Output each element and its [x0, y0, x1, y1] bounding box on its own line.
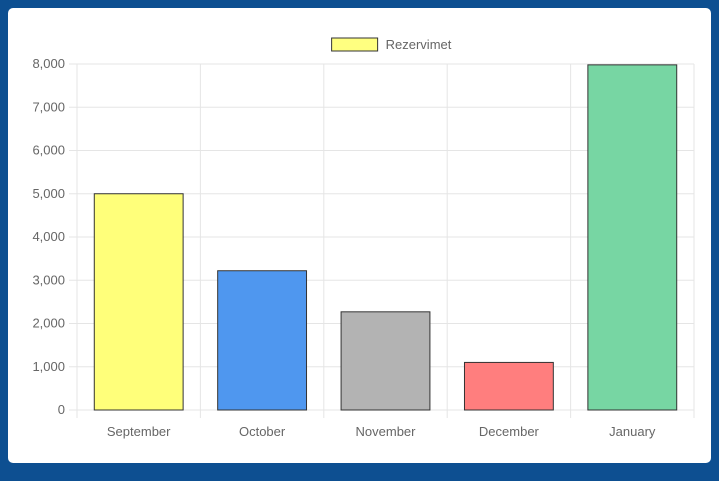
y-tick-label: 5,000	[32, 186, 65, 201]
bar-october[interactable]	[217, 270, 308, 411]
bar-january[interactable]	[587, 64, 678, 411]
legend[interactable]: Rezervimet	[331, 37, 452, 52]
y-tick-label: 3,000	[32, 272, 65, 287]
bar-november[interactable]	[340, 311, 431, 411]
y-tick-label: 6,000	[32, 143, 65, 158]
bar-chart: 0 1,000 2,000 3,000 4,000 5,000 6,000 7,000 8,00…	[32, 37, 695, 439]
y-tick-label: 8,000	[32, 56, 65, 71]
bar-september[interactable]	[93, 193, 184, 411]
y-tick-label: 0	[58, 402, 65, 417]
y-tick-label: 2,000	[32, 316, 65, 331]
x-tick-label: December	[479, 424, 540, 439]
x-tick-label: November	[356, 424, 417, 439]
bars	[93, 64, 678, 411]
legend-label[interactable]: Rezervimet	[386, 37, 452, 52]
x-axis-ticks: September October November December January	[107, 424, 656, 439]
legend-swatch[interactable]	[331, 37, 379, 52]
x-tick-label: September	[107, 424, 171, 439]
x-tick-label: October	[239, 424, 286, 439]
y-tick-label: 4,000	[32, 229, 65, 244]
bar-december[interactable]	[463, 361, 554, 411]
y-axis-ticks: 0 1,000 2,000 3,000 4,000 5,000 6,000 7,000 8,00…	[32, 56, 65, 417]
y-tick-label: 1,000	[32, 359, 65, 374]
chart-panel: 0 1,000 2,000 3,000 4,000 5,000 6,000 7,000 8,00…	[8, 8, 711, 463]
x-tick-label: January	[609, 424, 656, 439]
y-tick-label: 7,000	[32, 99, 65, 114]
